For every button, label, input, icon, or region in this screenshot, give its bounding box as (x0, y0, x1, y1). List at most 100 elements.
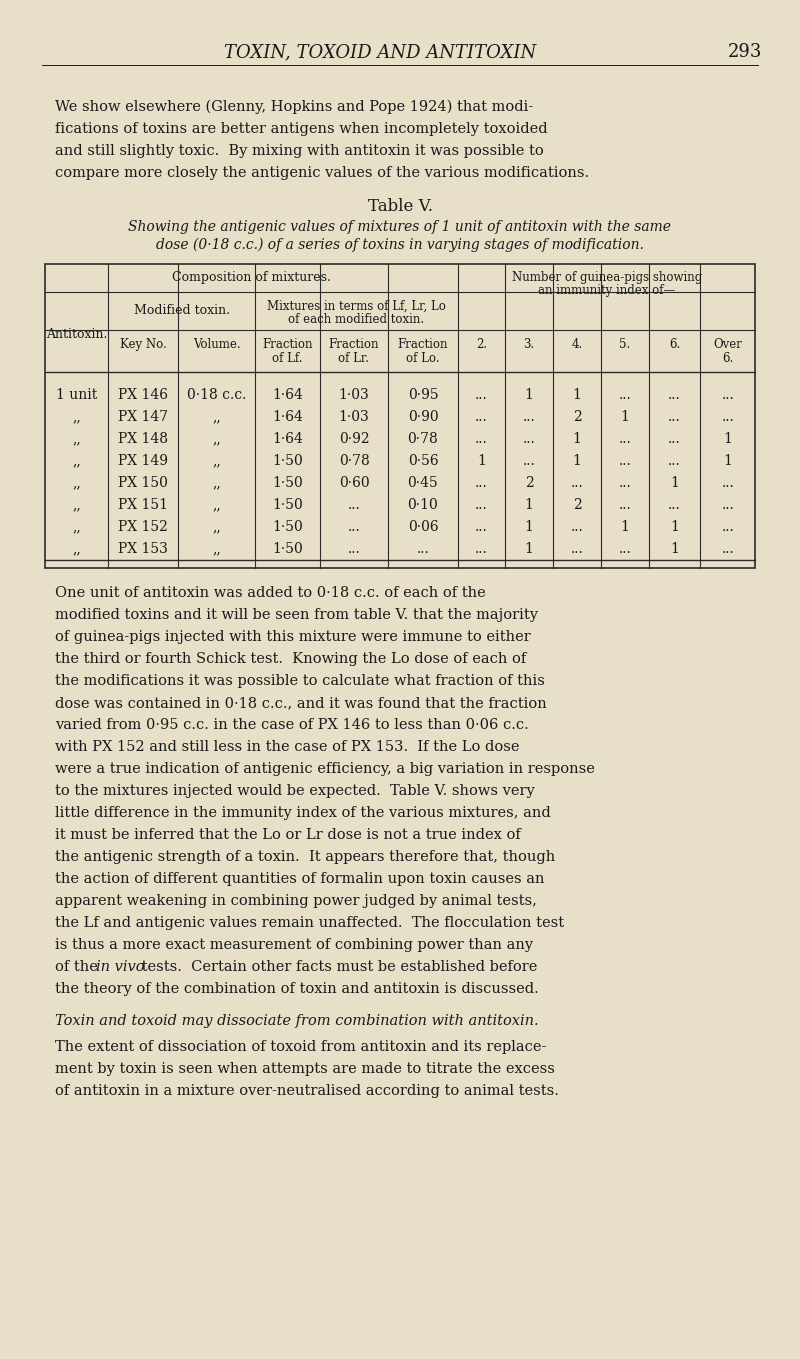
Text: ...: ... (475, 432, 488, 446)
Text: and still slightly toxic.  By mixing with antitoxin it was possible to: and still slightly toxic. By mixing with… (55, 144, 544, 158)
Text: 1: 1 (670, 476, 679, 491)
Text: ...: ... (618, 454, 631, 467)
Text: 1: 1 (525, 542, 534, 556)
Text: 1: 1 (525, 520, 534, 534)
Bar (45, 264, 755, 568)
Text: ...: ... (570, 476, 583, 491)
Text: ,,: ,, (212, 476, 221, 491)
Text: 1: 1 (670, 542, 679, 556)
Text: PX 147: PX 147 (118, 410, 168, 424)
Text: ...: ... (668, 389, 681, 402)
Text: the third or fourth Schick test.  Knowing the Lo dose of each of: the third or fourth Schick test. Knowing… (55, 652, 526, 666)
Text: the antigenic strength of a toxin.  It appears therefore that, though: the antigenic strength of a toxin. It ap… (55, 849, 555, 864)
Text: ...: ... (348, 542, 360, 556)
Text: ...: ... (475, 497, 488, 512)
Text: were a true indication of antigenic efficiency, a big variation in response: were a true indication of antigenic effi… (55, 762, 595, 776)
Text: 1·64: 1·64 (272, 410, 303, 424)
Text: 0·78: 0·78 (338, 454, 370, 467)
Text: 1·50: 1·50 (272, 454, 303, 467)
Text: ...: ... (618, 497, 631, 512)
Text: to the mixtures injected would be expected.  Table V. shows very: to the mixtures injected would be expect… (55, 784, 534, 798)
Text: Antitoxin.: Antitoxin. (46, 329, 107, 341)
Text: Number of guinea-pigs showing: Number of guinea-pigs showing (512, 270, 702, 284)
Text: ...: ... (618, 432, 631, 446)
Text: ...: ... (722, 389, 734, 402)
Text: 0·92: 0·92 (338, 432, 370, 446)
Text: the theory of the combination of toxin and antitoxin is discussed.: the theory of the combination of toxin a… (55, 983, 538, 996)
Text: PX 148: PX 148 (118, 432, 168, 446)
Text: compare more closely the antigenic values of the various modifications.: compare more closely the antigenic value… (55, 166, 589, 179)
Text: ,,: ,, (72, 454, 81, 467)
Text: 0·06: 0·06 (408, 520, 438, 534)
Text: Toxin and toxoid may dissociate from combination with antitoxin.: Toxin and toxoid may dissociate from com… (55, 1014, 538, 1027)
Text: Fraction: Fraction (329, 338, 379, 351)
Text: 1·64: 1·64 (272, 432, 303, 446)
Text: ...: ... (570, 542, 583, 556)
Text: ,,: ,, (72, 432, 81, 446)
Text: 1·03: 1·03 (338, 389, 370, 402)
Text: ...: ... (668, 454, 681, 467)
Text: Table V.: Table V. (367, 198, 433, 215)
Text: 0·78: 0·78 (408, 432, 438, 446)
Text: ...: ... (475, 520, 488, 534)
Text: Fraction: Fraction (262, 338, 313, 351)
Text: modified toxins and it will be seen from table V. that the majority: modified toxins and it will be seen from… (55, 607, 538, 622)
Text: The extent of dissociation of toxoid from antitoxin and its replace-: The extent of dissociation of toxoid fro… (55, 1040, 546, 1055)
Text: 2: 2 (573, 410, 582, 424)
Text: dose was contained in 0·18 c.c., and it was found that the fraction: dose was contained in 0·18 c.c., and it … (55, 696, 546, 709)
Text: 6.: 6. (669, 338, 680, 351)
Text: tests.  Certain other facts must be established before: tests. Certain other facts must be estab… (137, 959, 538, 974)
Text: ...: ... (348, 520, 360, 534)
Text: 0·18 c.c.: 0·18 c.c. (187, 389, 246, 402)
Text: PX 146: PX 146 (118, 389, 168, 402)
Text: ...: ... (668, 432, 681, 446)
Text: of guinea-pigs injected with this mixture were immune to either: of guinea-pigs injected with this mixtur… (55, 631, 530, 644)
Text: ,,: ,, (72, 542, 81, 556)
Text: 1: 1 (670, 520, 679, 534)
Text: ,,: ,, (212, 497, 221, 512)
Text: of each modified toxin.: of each modified toxin. (289, 313, 425, 326)
Text: the modifications it was possible to calculate what fraction of this: the modifications it was possible to cal… (55, 674, 545, 688)
Text: 1·50: 1·50 (272, 497, 303, 512)
Text: ...: ... (348, 497, 360, 512)
Text: PX 150: PX 150 (118, 476, 168, 491)
Text: Volume.: Volume. (193, 338, 240, 351)
Text: 3.: 3. (523, 338, 534, 351)
Text: 1: 1 (723, 432, 733, 446)
Text: We show elsewhere (Glenny, Hopkins and Pope 1924) that modi-: We show elsewhere (Glenny, Hopkins and P… (55, 101, 534, 114)
Text: of the: of the (55, 959, 102, 974)
Text: 1: 1 (525, 497, 534, 512)
Text: of Lr.: of Lr. (338, 352, 370, 366)
Text: ...: ... (722, 542, 734, 556)
Text: ,,: ,, (212, 410, 221, 424)
Text: ...: ... (618, 542, 631, 556)
Text: 0·95: 0·95 (408, 389, 438, 402)
Text: of Lf.: of Lf. (272, 352, 302, 366)
Text: ...: ... (475, 476, 488, 491)
Text: little difference in the immunity index of the various mixtures, and: little difference in the immunity index … (55, 806, 550, 819)
Text: ...: ... (475, 389, 488, 402)
Text: 1: 1 (573, 454, 582, 467)
Text: 4.: 4. (571, 338, 582, 351)
Text: 0·10: 0·10 (408, 497, 438, 512)
Text: ...: ... (722, 520, 734, 534)
Text: 2.: 2. (476, 338, 487, 351)
Text: apparent weakening in combining power judged by animal tests,: apparent weakening in combining power ju… (55, 894, 537, 908)
Text: ...: ... (668, 497, 681, 512)
Text: Fraction: Fraction (398, 338, 448, 351)
Text: 1·03: 1·03 (338, 410, 370, 424)
Text: 1·50: 1·50 (272, 476, 303, 491)
Text: ...: ... (475, 410, 488, 424)
Text: 1·64: 1·64 (272, 389, 303, 402)
Text: 6.: 6. (722, 352, 734, 366)
Text: Composition of mixtures.: Composition of mixtures. (172, 272, 331, 284)
Text: varied from 0·95 c.c. in the case of PX 146 to less than 0·06 c.c.: varied from 0·95 c.c. in the case of PX … (55, 718, 529, 733)
Text: 1: 1 (621, 410, 630, 424)
Text: 0·56: 0·56 (408, 454, 438, 467)
Text: 1 unit: 1 unit (56, 389, 97, 402)
Text: 0·90: 0·90 (408, 410, 438, 424)
Text: is thus a more exact measurement of combining power than any: is thus a more exact measurement of comb… (55, 938, 533, 953)
Text: ...: ... (522, 432, 535, 446)
Text: ...: ... (417, 542, 430, 556)
Text: fications of toxins are better antigens when incompletely toxoided: fications of toxins are better antigens … (55, 122, 548, 136)
